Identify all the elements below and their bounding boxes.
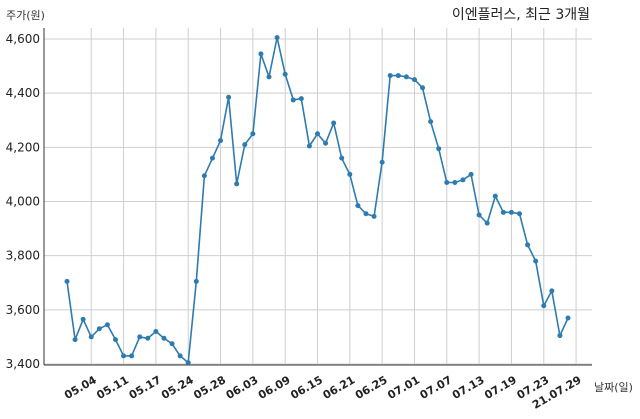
y-tick-labels: 3,400 3,600 3,800 4,000 4,200 4,400 4,600 — [6, 32, 40, 371]
data-point — [96, 326, 102, 332]
data-point — [508, 209, 514, 215]
x-tick-label: 05.28 — [191, 373, 228, 402]
x-tick-label: 06.21 — [321, 373, 358, 402]
x-tick-label: 06.15 — [288, 373, 325, 402]
data-point — [258, 51, 264, 57]
data-point — [218, 138, 224, 144]
data-point — [557, 333, 563, 339]
data-point — [387, 73, 393, 79]
x-tick-label: 05.04 — [62, 373, 99, 402]
y-tick-label: 4,400 — [6, 86, 40, 100]
data-point — [226, 94, 232, 100]
data-point — [121, 353, 127, 359]
y-tick-label: 3,600 — [6, 303, 40, 317]
data-point — [274, 35, 280, 41]
data-point — [363, 211, 369, 217]
data-point — [298, 96, 304, 102]
x-tick-label: 07.13 — [450, 373, 487, 402]
data-point — [282, 71, 288, 77]
y-tick-label: 3,400 — [6, 357, 40, 371]
data-point — [88, 334, 94, 340]
data-point — [565, 315, 571, 321]
data-point — [64, 278, 70, 284]
data-point — [395, 73, 401, 79]
x-tick-label: 07.07 — [418, 373, 455, 402]
data-point — [72, 337, 78, 343]
x-tick-label: 07.01 — [385, 373, 422, 402]
data-point — [371, 213, 377, 219]
data-point — [137, 334, 143, 340]
data-point — [331, 120, 337, 126]
data-point — [266, 74, 272, 80]
data-point — [436, 146, 442, 152]
chart-title: 이엔플러스, 최근 3개월 — [452, 7, 590, 23]
y-tick-label: 4,600 — [6, 32, 40, 46]
price-series — [64, 35, 571, 366]
data-point — [104, 322, 110, 328]
x-tick-label: 06.09 — [256, 373, 293, 402]
data-point — [492, 193, 498, 199]
x-tick-label: 05.17 — [127, 373, 164, 402]
data-point — [250, 131, 256, 137]
data-point — [525, 242, 531, 248]
data-point — [411, 77, 417, 83]
x-axis-label: 날짜(일) — [594, 380, 633, 394]
data-point — [306, 143, 312, 149]
data-point — [476, 212, 482, 218]
data-point — [500, 209, 506, 215]
data-point — [549, 288, 555, 294]
data-point — [484, 220, 490, 226]
data-point — [145, 335, 151, 341]
axes — [43, 28, 592, 366]
data-point — [112, 337, 118, 343]
data-point — [339, 155, 345, 161]
y-axis-label: 주가(원) — [6, 9, 45, 22]
data-point — [517, 211, 523, 217]
data-point — [315, 131, 320, 137]
data-point — [452, 180, 458, 186]
data-point — [201, 173, 207, 179]
data-point — [323, 140, 329, 146]
data-point — [242, 142, 248, 148]
data-point — [169, 341, 175, 347]
data-point — [533, 258, 539, 264]
x-tick-label: 05.11 — [94, 373, 131, 402]
x-tick-label: 05.24 — [159, 373, 196, 402]
data-point — [420, 85, 426, 91]
data-point — [209, 155, 215, 161]
data-point — [193, 278, 199, 284]
data-point — [541, 303, 547, 309]
data-point — [80, 316, 86, 322]
data-point — [347, 171, 353, 177]
data-point — [129, 353, 135, 359]
data-point — [403, 74, 409, 80]
x-tick-labels: 05.0405.1105.1705.2405.2806.0306.0906.15… — [62, 373, 583, 412]
data-point — [428, 119, 434, 125]
data-point — [355, 203, 361, 209]
data-point — [153, 329, 159, 334]
data-point — [234, 181, 240, 187]
data-point — [185, 360, 191, 366]
y-tick-label: 3,800 — [6, 249, 40, 263]
grid-lines — [44, 28, 592, 365]
data-point — [444, 180, 450, 186]
y-tick-label: 4,200 — [6, 140, 40, 154]
data-point — [468, 171, 474, 177]
data-point — [161, 335, 167, 341]
x-tick-label: 06.25 — [353, 373, 390, 402]
x-tick-label: 06.03 — [224, 373, 261, 402]
data-point — [290, 97, 296, 103]
y-tick-label: 4,000 — [6, 195, 40, 209]
data-point — [379, 159, 385, 165]
data-point — [460, 177, 466, 183]
data-point — [177, 353, 183, 359]
x-tick-label: 07.19 — [482, 373, 519, 402]
